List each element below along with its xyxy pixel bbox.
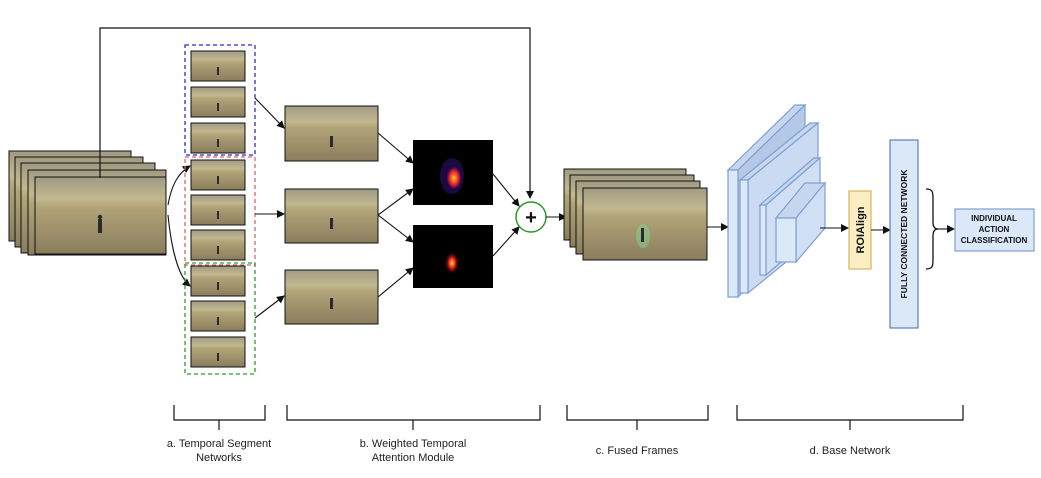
stage-c-label: c. Fused Frames xyxy=(596,445,679,457)
attention-map-top xyxy=(413,140,493,205)
segment-box-red xyxy=(184,156,256,266)
aggregated-frames xyxy=(284,105,379,325)
segment-box-green xyxy=(184,262,256,375)
stage-d-label: d. Base Network xyxy=(810,445,891,457)
attention-map-bottom xyxy=(413,225,493,288)
roialign-label: ROIAlign xyxy=(855,206,867,253)
output-label-line1: INDIVIDUAL xyxy=(971,214,1017,223)
fully-connected-block: FULLY CONNECTED NETWORK xyxy=(889,139,919,329)
fusion-node: + xyxy=(515,201,547,233)
attn-arrow-3 xyxy=(377,214,414,243)
fusion-symbol: + xyxy=(525,207,537,229)
input-frame-stack xyxy=(8,150,167,256)
attn-arrow-1 xyxy=(377,132,414,164)
stage-b-label-line1: b. Weighted Temporal xyxy=(360,438,467,450)
input-to-segment-top-arrow xyxy=(167,165,191,206)
input-to-segment-bottom-arrow xyxy=(167,214,191,287)
stage-b-label-line2: Attention Module xyxy=(372,452,455,464)
base-network-layers xyxy=(726,103,827,299)
stage-a-label-line1: a. Temporal Segment xyxy=(167,438,271,450)
skip-connection-arrow xyxy=(99,27,534,199)
fused-frame-stack xyxy=(563,168,708,261)
stage-a-label-line2: Networks xyxy=(196,452,242,464)
output-label-line2: ACTION xyxy=(979,225,1010,234)
stage-brackets xyxy=(173,405,964,430)
attn-arrow-4 xyxy=(377,267,414,298)
fully-connected-label: FULLY CONNECTED NETWORK xyxy=(899,169,909,299)
roialign-block: ROIAlign xyxy=(848,190,872,270)
output-label-line3: CLASSIFICATION xyxy=(961,236,1028,245)
segment-box-blue xyxy=(184,44,256,156)
fuse-arrow-bottom xyxy=(492,226,520,257)
segment-thumbnails xyxy=(190,50,246,368)
classification-output-block: INDIVIDUAL ACTION CLASSIFICATION xyxy=(954,208,1035,252)
output-brace xyxy=(925,188,939,270)
fuse-arrow-top xyxy=(492,173,520,207)
attn-arrow-2 xyxy=(377,188,414,216)
segment-blue-arrow xyxy=(254,97,285,129)
segment-green-arrow xyxy=(254,295,285,319)
